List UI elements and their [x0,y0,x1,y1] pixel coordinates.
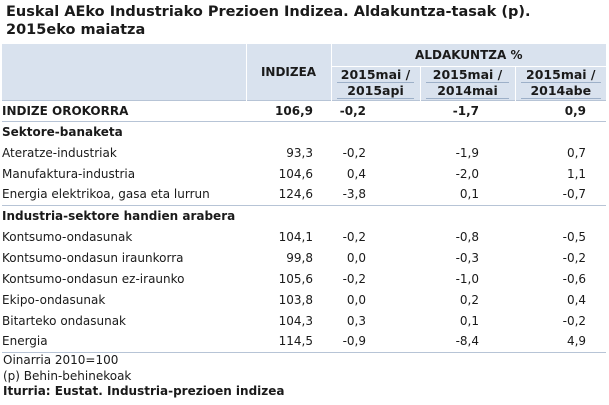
header-col-ytd-l2: 2014abe [520,83,601,99]
row-change-ytd: -0,7 [515,184,607,206]
row-change-monthly: -0,2 [342,229,366,244]
row-indizea: 104,3 [278,313,313,328]
row-change-annual: 0,1 [459,313,479,328]
section-label: Sektore-banaketa [2,124,123,139]
header-col-monthly-l1: 2015mai / [336,67,415,83]
row-change-ytd: -0,2 [562,313,587,328]
row-change-monthly: 0,0 [346,292,366,307]
row-indizea: 99,8 [286,250,313,265]
row-change-annual: 0,1 [420,184,515,206]
row-indizea: 114,5 [246,331,331,353]
table-row: Kontsumo-ondasun ez-iraunko 105,6 -0,2 -… [2,268,606,289]
table-row: Kontsumo-ondasun iraunkorra 99,8 0,0 -0,… [2,247,606,268]
table-row: Kontsumo-ondasunak 104,1 -0,2 -0,8 -0,5 [2,226,606,247]
section-label: Industria-sektore handien arabera [2,208,236,223]
row-label: Energia [2,331,246,353]
row-change-ytd: 0,9 [515,99,607,122]
header-aldakuntza: ALDAKUNTZA % [331,44,607,67]
row-change-monthly: -3,8 [331,184,420,206]
row-label: Kontsumo-ondasun ez-iraunko [2,271,185,286]
table-row-general-index: INDIZE OROKORRA 106,9 -0,2 -1,7 0,9 [2,99,607,122]
header-col-annual: 2015mai /2014mai [419,66,515,100]
row-change-monthly: -0,2 [342,145,366,160]
row-label: Ekipo-ondasunak [2,292,106,307]
header-col-annual-l2: 2014mai [426,83,509,99]
row-change-annual: -1,7 [420,99,515,122]
source-note: Iturria: Eustat. Industria-prezioen indi… [3,384,285,398]
table-row: Ekipo-ondasunak 103,8 0,0 0,2 0,4 [2,289,606,310]
table-row-section-industry: Industria-sektore handien arabera [2,205,606,226]
row-label: Bitarteko ondasunak [2,313,127,328]
row-indizea: 124,6 [246,184,331,206]
row-change-monthly: 0,0 [346,250,366,265]
table-row: Energia 114,5 -0,9 -8,4 4,9 [2,331,607,353]
row-change-annual: -0,8 [455,229,479,244]
empty-cell [331,121,420,142]
row-change-ytd: -0,5 [562,229,587,244]
table-row-section-sector: Sektore-banaketa [2,121,606,142]
header-blank-cell [2,44,247,100]
row-change-ytd: -0,2 [562,250,587,265]
empty-cell [515,205,606,226]
empty-cell [246,205,331,226]
row-label: Manufaktura-industria [2,166,136,181]
price-index-table: INDIZEA ALDAKUNTZA % 2015mai /2015api 20… [2,44,607,353]
row-indizea: 93,3 [286,145,313,160]
header-col-monthly-l2: 2015api [336,83,415,99]
row-indizea: 106,9 [246,99,331,122]
table-row: Energia elektrikoa, gasa eta lurrun 124,… [2,184,607,206]
row-change-ytd: 0,7 [566,145,587,160]
provisional-note: (p) Behin-behinekoak [3,368,132,383]
empty-cell [420,121,515,142]
row-indizea: 104,6 [278,166,313,181]
row-label: Energia elektrikoa, gasa eta lurrun [2,184,246,206]
header-col-ytd-l1: 2015mai / [520,67,601,83]
title-line-2: 2015eko maiatza [6,22,146,38]
row-change-monthly: -0,9 [331,331,420,353]
empty-cell [420,205,515,226]
empty-cell [246,121,331,142]
row-change-ytd: -0,6 [562,271,587,286]
row-label: Kontsumo-ondasunak [2,229,133,244]
row-change-monthly: -0,2 [342,271,366,286]
empty-cell [331,205,420,226]
table-row: Manufaktura-industria 104,6 0,4 -2,0 1,1 [2,163,606,184]
table-title: Euskal AEko Industriako Prezioen Indizea… [6,3,604,39]
row-label: Kontsumo-ondasun iraunkorra [2,250,184,265]
row-change-annual: -2,0 [455,166,479,181]
row-change-annual: 0,2 [459,292,479,307]
row-change-ytd: 4,9 [515,331,607,353]
title-line-1: Euskal AEko Industriako Prezioen Indizea… [6,4,531,20]
row-label: Ateratze-industriak [2,145,117,160]
table-footer: Oinarria 2010=100 (p) Behin-behinekoak I… [3,353,285,400]
row-change-monthly: 0,4 [346,166,366,181]
row-change-ytd: 1,1 [566,166,587,181]
row-indizea: 103,8 [278,292,313,307]
header-col-ytd: 2015mai /2014abe [514,66,607,100]
row-label: INDIZE OROKORRA [2,99,246,122]
row-indizea: 105,6 [278,271,313,286]
header-col-monthly: 2015mai /2015api [330,66,420,100]
row-change-annual: -1,0 [455,271,479,286]
row-change-monthly: -0,2 [331,99,420,122]
header-indizea: INDIZEA [246,44,332,100]
row-change-annual: -8,4 [420,331,515,353]
header-col-annual-l1: 2015mai / [426,67,509,83]
row-change-ytd: 0,4 [566,292,587,307]
empty-cell [515,121,606,142]
table-row: Ateratze-industriak 93,3 -0,2 -1,9 0,7 [2,142,606,163]
base-note: Oinarria 2010=100 [3,353,119,367]
table-row: Bitarteko ondasunak 104,3 0,3 0,1 -0,2 [2,310,606,331]
row-change-annual: -0,3 [455,250,479,265]
row-indizea: 104,1 [278,229,313,244]
row-change-annual: -1,9 [455,145,479,160]
row-change-monthly: 0,3 [346,313,366,328]
